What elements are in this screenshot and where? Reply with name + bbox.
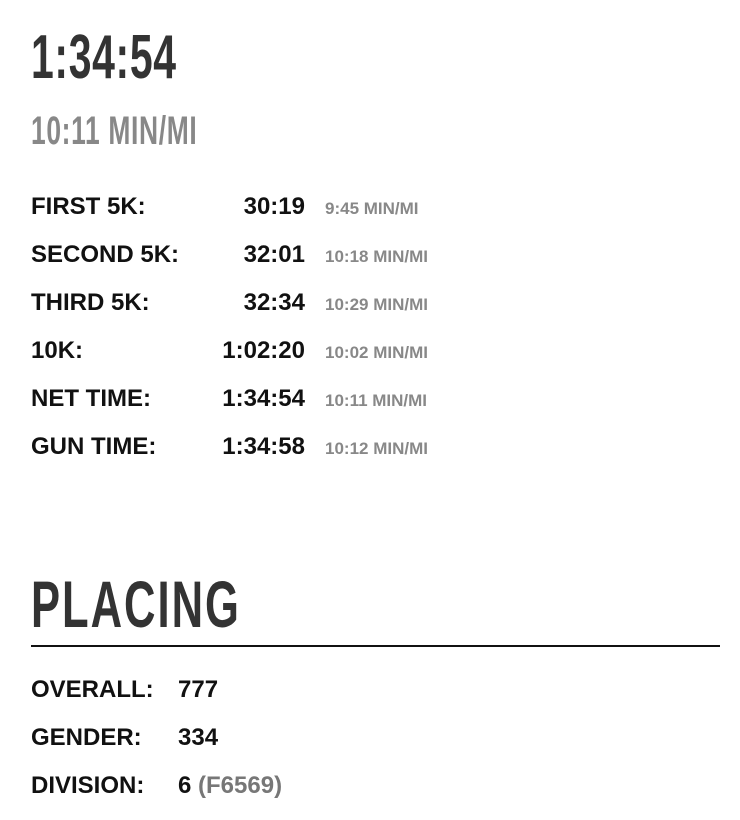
divider xyxy=(31,645,720,647)
split-pace: 10:18 MIN/MI xyxy=(325,247,428,266)
split-pace: 10:29 MIN/MI xyxy=(325,295,428,314)
split-pace: 9:45 MIN/MI xyxy=(325,199,419,218)
split-pace: 10:11 MIN/MI xyxy=(325,391,428,410)
split-label: FIRST 5K: xyxy=(31,193,146,220)
placing-heading: PLACING xyxy=(31,567,241,641)
split-time: 1:34:54 xyxy=(222,385,305,412)
split-time: 30:19 xyxy=(243,193,305,220)
split-pace: 10:12 MIN/MI xyxy=(325,439,428,458)
split-time: 32:01 xyxy=(243,241,305,268)
division-code: (F6569) xyxy=(198,772,283,799)
finish-time: 1:34:54 xyxy=(31,23,177,92)
split-time: 32:34 xyxy=(243,289,305,316)
placing-value: 6 xyxy=(178,772,192,799)
placing-value: 777 xyxy=(178,676,219,703)
placing-value-wrap: 6 (F6569) xyxy=(178,772,282,800)
split-time: 1:34:58 xyxy=(222,433,305,460)
placing-label: DIVISION: xyxy=(31,772,145,799)
split-label: SECOND 5K: xyxy=(31,241,180,268)
split-time: 1:02:20 xyxy=(222,337,305,364)
split-label: THIRD 5K: xyxy=(31,289,150,316)
split-label: NET TIME: xyxy=(31,385,151,412)
placing-value: 334 xyxy=(178,724,219,751)
average-pace: 10:11 MIN/MI xyxy=(31,109,198,153)
placing-label: GENDER: xyxy=(31,724,142,751)
split-label: GUN TIME: xyxy=(31,433,157,460)
split-pace: 10:02 MIN/MI xyxy=(325,343,428,362)
split-label: 10K: xyxy=(31,337,84,364)
placing-label: OVERALL: xyxy=(31,676,154,703)
